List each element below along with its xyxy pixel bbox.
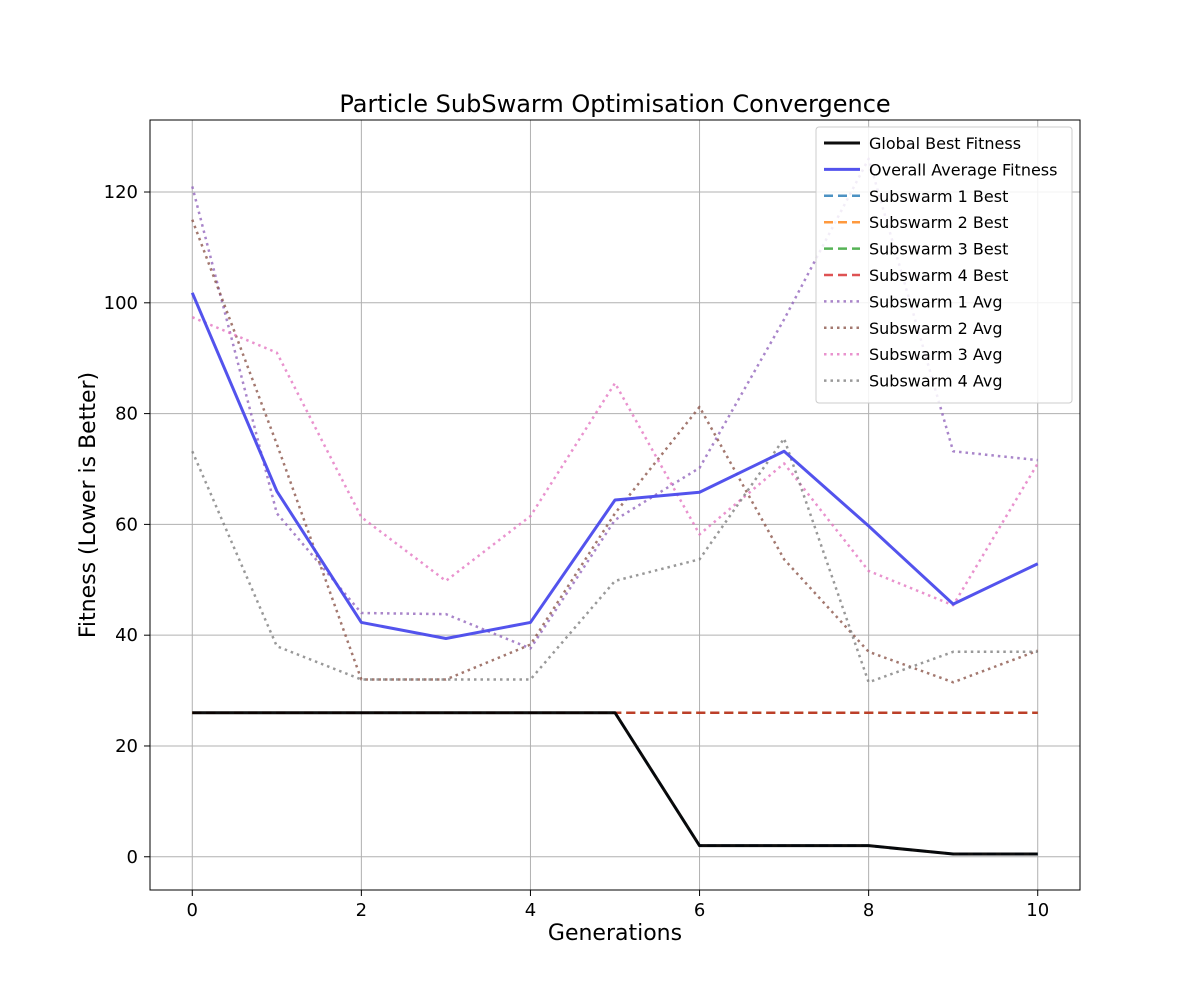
legend-entry: Subswarm 2 Best (869, 213, 1008, 232)
x-tick-label: 6 (694, 900, 705, 921)
x-tick-label: 10 (1026, 900, 1049, 921)
legend-entry: Subswarm 4 Avg (869, 372, 1003, 391)
x-tick-label: 4 (525, 900, 536, 921)
x-tick-label: 2 (356, 900, 367, 921)
legend-entry: Subswarm 4 Best (869, 266, 1008, 285)
x-tick-label: 8 (863, 900, 874, 921)
series-line-subswarm-3-avg (191, 316, 1039, 607)
x-axis-ticks: 0 2 4 6 8 10 (187, 890, 1049, 921)
series-line-subswarm-2-avg (191, 219, 1039, 684)
series-line-subswarm-4-avg (191, 437, 1038, 684)
plot-frame (149, 119, 1081, 891)
legend-entry: Subswarm 3 Avg (869, 345, 1003, 364)
y-tick-label: 20 (115, 736, 138, 757)
legend-entry: Global Best Fitness (869, 134, 1021, 153)
series-line-subswarm-1-best (192, 711, 1038, 856)
legend-box (815, 126, 1073, 404)
y-tick-label: 60 (115, 514, 138, 535)
x-tick-label: 0 (187, 900, 198, 921)
y-tick-label: 40 (115, 625, 138, 646)
y-tick-label: 0 (127, 847, 138, 868)
y-axis-label: Fitness (Lower is Better) (76, 372, 101, 638)
x-axis-label: Generations (548, 921, 682, 946)
y-tick-label: 120 (104, 182, 138, 203)
legend-entry: Subswarm 2 Avg (869, 319, 1003, 338)
y-tick-label: 80 (115, 404, 138, 425)
legend-entry: Subswarm 1 Avg (869, 292, 1003, 311)
legend-entry: Subswarm 1 Best (869, 187, 1008, 206)
y-axis-ticks: 0 20 40 60 80 100 120 (104, 182, 150, 868)
y-tick-label: 100 (104, 293, 138, 314)
chart-title: Particle SubSwarm Optimisation Convergen… (339, 90, 890, 118)
legend-entry: Overall Average Fitness (869, 160, 1057, 179)
series-line-overall-average-fitness (190, 292, 1039, 640)
legend: Global Best Fitness Overall Average Fitne… (815, 126, 1073, 404)
series-layer (190, 157, 1039, 856)
legend-entry: Subswarm 3 Best (869, 240, 1008, 259)
series-line-global-best-fitness (192, 711, 1038, 856)
